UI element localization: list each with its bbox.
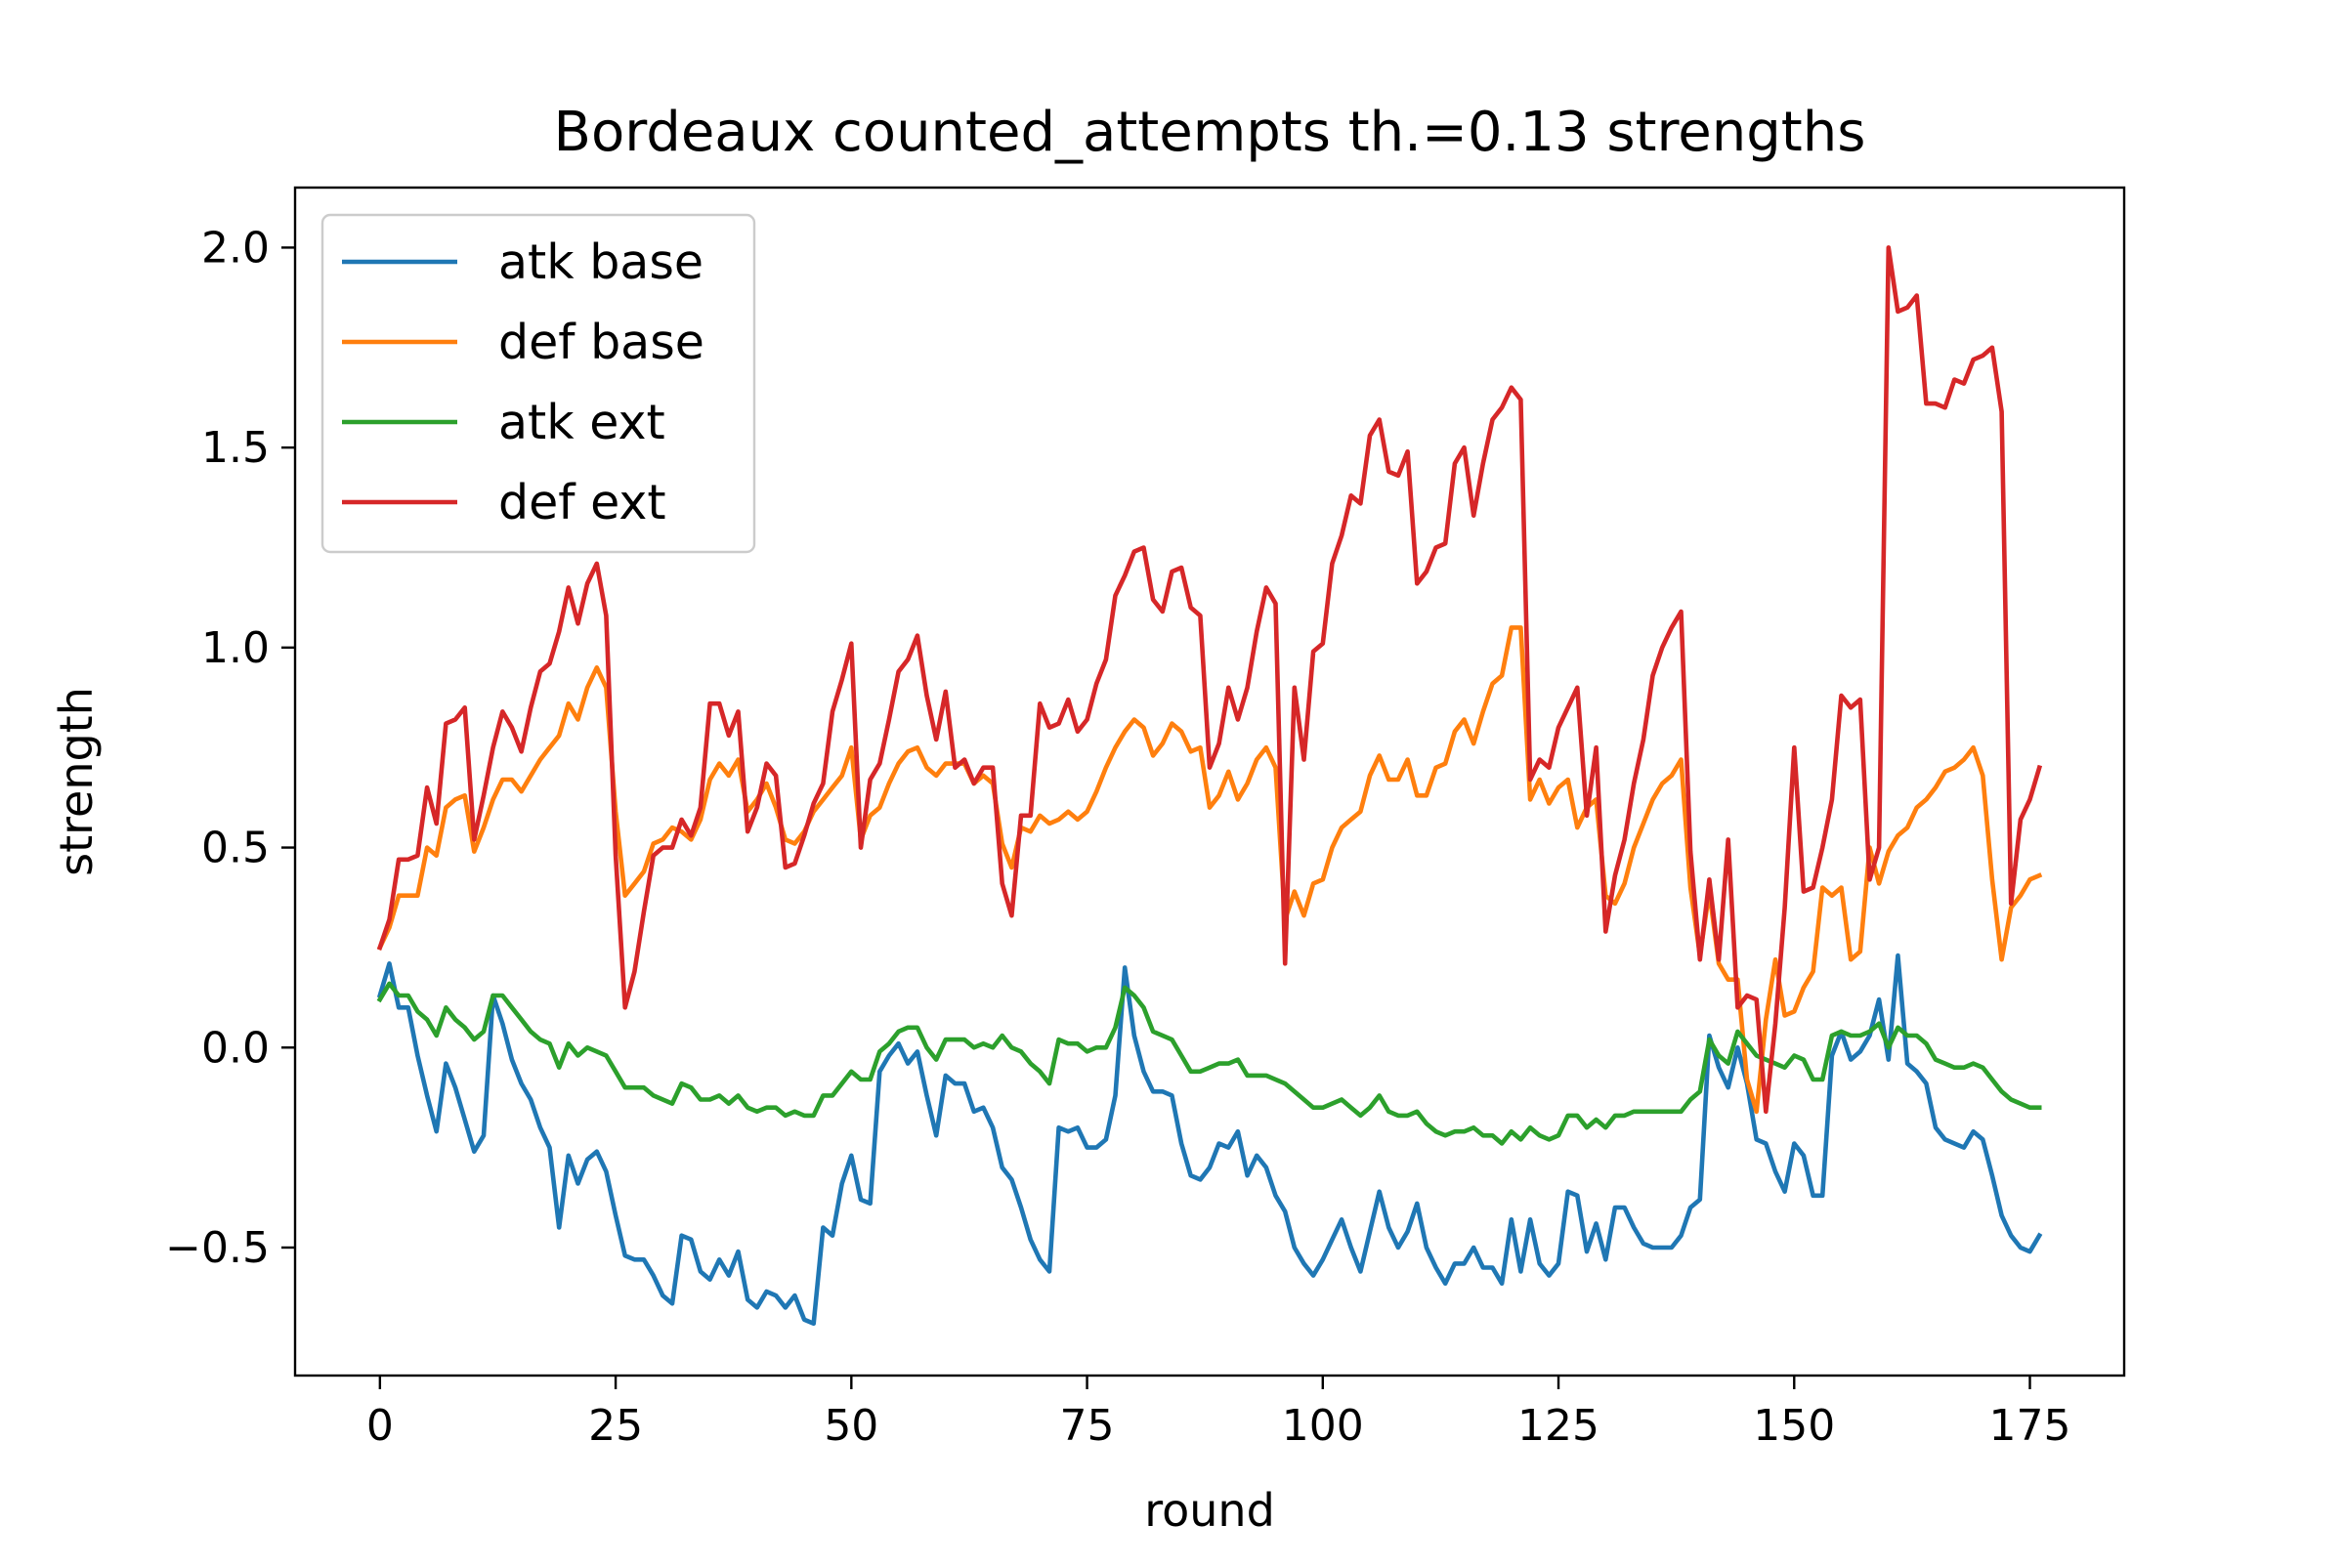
- legend-box: [320, 213, 756, 554]
- legend: atk base def base atk ext def ext: [320, 213, 756, 554]
- x-tick-label: 125: [1517, 1401, 1599, 1451]
- y-tick-label: 1.0: [201, 623, 270, 673]
- legend-label-atk-base: atk base: [498, 234, 704, 290]
- y-tick-label: 1.5: [201, 423, 270, 473]
- x-tick-label: 0: [366, 1401, 394, 1451]
- x-tick-label: 100: [1282, 1401, 1364, 1451]
- y-axis: −0.5 0.0 0.5 1.0 1.5 2.0: [165, 223, 295, 1273]
- x-tick-label: 75: [1060, 1401, 1115, 1451]
- chart-title: Bordeaux counted_attempts th.=0.13 stren…: [554, 101, 1866, 164]
- legend-label-atk-ext: atk ext: [498, 395, 665, 450]
- series-line-atk-base: [376, 953, 2043, 1327]
- y-tick-label: 0.5: [201, 824, 270, 873]
- series-line-def-ext: [376, 245, 2043, 1115]
- y-tick-label: 2.0: [201, 223, 270, 273]
- y-tick-label: 0.0: [201, 1023, 270, 1073]
- x-axis: 0 25 50 75 100 125 150 175: [366, 1376, 2071, 1451]
- y-axis-label: strength: [50, 687, 103, 876]
- x-tick-label: 50: [824, 1401, 878, 1451]
- series-layer: [376, 245, 2043, 1327]
- y-tick-label: −0.5: [165, 1223, 270, 1273]
- x-tick-label: 150: [1753, 1401, 1835, 1451]
- x-tick-label: 175: [1989, 1401, 2071, 1451]
- x-axis-label: round: [1144, 1484, 1275, 1537]
- series-line-def-base: [376, 625, 2043, 1115]
- legend-label-def-ext: def ext: [498, 475, 666, 530]
- x-tick-label: 25: [588, 1401, 643, 1451]
- series-line-atk-ext: [376, 981, 2042, 1146]
- plot-frame: [293, 186, 2126, 1377]
- legend-label-def-base: def base: [498, 315, 704, 370]
